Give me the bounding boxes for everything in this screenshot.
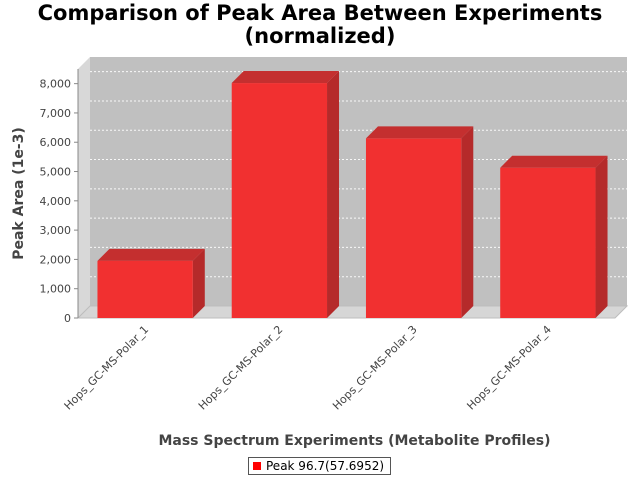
legend: Peak 96.7(57.6952) (248, 457, 392, 475)
y-axis-label: Peak Area (1e-3) (11, 127, 27, 260)
bar-top (231, 71, 340, 84)
bar (231, 83, 328, 318)
bar (365, 138, 462, 318)
y-tick-label: 6,000 (40, 136, 72, 149)
bar-side (327, 71, 340, 318)
y-tick-label: 3,000 (40, 224, 72, 237)
chart-title: Comparison of Peak Area Between Experime… (0, 2, 640, 48)
x-tick-label: Hops_GC-MS-Polar_4 (464, 323, 554, 413)
y-tick-label: 1,000 (40, 283, 72, 296)
x-tick-label: Hops_GC-MS-Polar_3 (330, 323, 420, 413)
y-tick-label: 8,000 (40, 78, 72, 91)
x-tick-label: Hops_GC-MS-Polar_1 (62, 323, 152, 413)
x-axis-label: Mass Spectrum Experiments (Metabolite Pr… (158, 433, 550, 449)
plot-back-wall (90, 57, 627, 306)
chart-title-line-2: (normalized) (244, 24, 396, 48)
y-tick-label: 5,000 (40, 166, 72, 179)
bar (97, 260, 193, 318)
bar-side (192, 248, 205, 318)
y-tick-label: 2,000 (40, 253, 72, 266)
bar-side (461, 126, 474, 318)
y-tick-label: 7,000 (40, 107, 72, 120)
legend-swatch (253, 462, 261, 470)
bar-top (500, 155, 608, 168)
plot-side-wall (78, 57, 90, 318)
y-tick-label: 4,000 (40, 195, 72, 208)
chart-title-line-1: Comparison of Peak Area Between Experime… (37, 1, 603, 25)
bar-top (97, 248, 205, 261)
y-tick-label: 0 (64, 312, 71, 325)
bar (500, 167, 596, 318)
legend-label: Peak 96.7(57.6952) (266, 459, 385, 473)
bar-top (365, 126, 474, 139)
bar-side (595, 155, 608, 318)
x-tick-label: Hops_GC-MS-Polar_2 (196, 323, 286, 413)
